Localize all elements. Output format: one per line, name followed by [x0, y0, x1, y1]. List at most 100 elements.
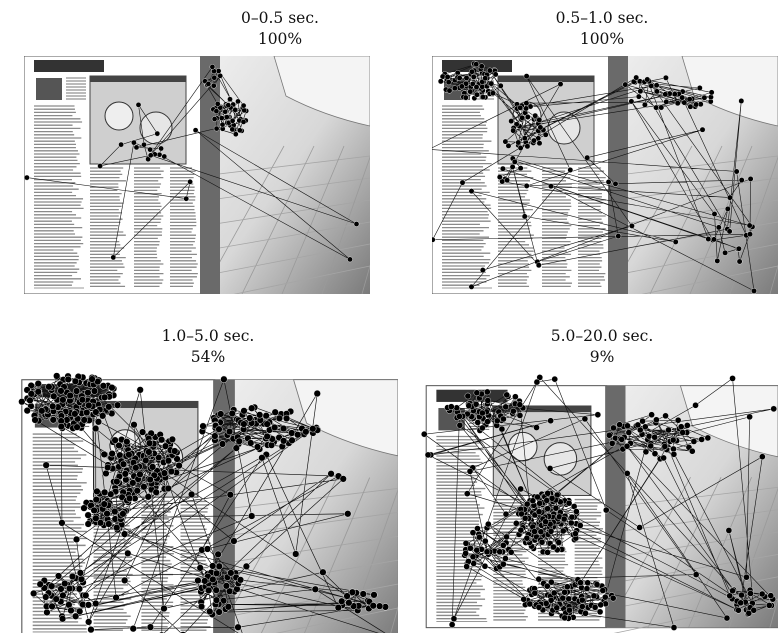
bed-shape	[273, 56, 370, 127]
comic-figure	[139, 111, 173, 145]
fixation-point	[608, 440, 616, 447]
fixation-point	[57, 387, 65, 395]
fixation-point	[567, 167, 574, 173]
fixation-point	[90, 506, 98, 514]
fixation-point	[158, 145, 164, 152]
fixation-point	[661, 443, 669, 450]
fixation-point	[693, 101, 700, 108]
fixation-point	[175, 462, 183, 470]
fixation-point	[49, 416, 57, 424]
fixation-point	[156, 151, 163, 158]
fixation-point	[566, 606, 573, 614]
fixation-point	[96, 519, 105, 527]
fixation-point	[76, 569, 85, 577]
fixation-point	[76, 607, 84, 615]
fixation-point	[112, 593, 120, 602]
fixation-point	[484, 418, 491, 425]
fixation-point	[139, 428, 147, 436]
fixation-point	[532, 112, 539, 119]
fixation-point	[544, 549, 551, 556]
fixation-point	[642, 423, 649, 431]
fixation-point	[523, 534, 531, 542]
fixation-point	[560, 515, 568, 523]
fixation-point	[523, 73, 530, 80]
fixation-point	[653, 82, 660, 89]
fixation-point	[542, 131, 549, 138]
fixation-point	[559, 594, 567, 602]
fixation-point	[572, 530, 579, 537]
fixation-point	[344, 510, 352, 518]
fixation-point	[158, 436, 166, 444]
fixation-point	[424, 451, 432, 459]
fixation-point	[241, 107, 247, 114]
fixation-point	[66, 391, 74, 400]
scanpath	[421, 374, 777, 631]
spread-canvas-2	[432, 56, 778, 294]
fixation-point	[474, 419, 482, 426]
fixation-point	[248, 512, 256, 520]
panel-4-time-range: 5.0–20.0 sec.	[550, 327, 654, 345]
fixation-point	[288, 436, 296, 444]
tile-line	[641, 265, 778, 294]
fixation-point	[338, 597, 346, 605]
fixation-point	[164, 484, 172, 493]
fixation-point	[548, 183, 554, 190]
fixation-point	[110, 254, 117, 261]
fixation-point	[565, 499, 573, 507]
fixation-point	[59, 615, 67, 623]
fixation-point	[502, 555, 509, 562]
fixation-point	[164, 457, 173, 465]
fixation-point	[679, 429, 686, 436]
fixation-point	[114, 401, 122, 409]
fixation-point	[462, 94, 469, 101]
fixation-point	[478, 63, 485, 70]
fixation-point	[677, 423, 685, 430]
fixation-point	[71, 377, 80, 385]
fixation-point	[488, 80, 495, 87]
fixation-point	[132, 464, 140, 472]
fixation-point	[536, 140, 543, 147]
fixation-point	[103, 510, 111, 518]
fixation-point	[421, 430, 428, 438]
fixation-point	[483, 548, 491, 556]
fixation-point	[548, 578, 555, 586]
fixation-point	[635, 93, 642, 100]
fixation-point	[482, 75, 489, 82]
fixation-point	[160, 604, 168, 613]
fixation-point	[26, 396, 34, 404]
fixation-point	[670, 624, 678, 631]
fixation-point	[85, 401, 93, 409]
fixation-point	[125, 451, 133, 459]
fixation-point	[465, 402, 473, 409]
fixation-point	[737, 599, 744, 607]
fixation-point	[469, 529, 477, 536]
fixation-point	[735, 245, 742, 252]
fixation-point	[232, 444, 240, 452]
panel-2-time-range: 0.5–1.0 sec.	[555, 9, 649, 27]
fixation-point	[766, 602, 773, 609]
fixation-point	[212, 586, 220, 594]
fixation-point	[456, 422, 464, 429]
fixation-point	[767, 592, 775, 599]
fixation-point	[544, 505, 551, 512]
fixation-point	[534, 493, 541, 501]
fixation-point	[359, 590, 367, 598]
fixation-point	[548, 495, 556, 502]
fixation-point	[448, 403, 455, 410]
fixation-point	[203, 545, 212, 553]
fixation-point	[212, 596, 221, 604]
magazine-spread-2	[432, 56, 778, 294]
fixation-point	[152, 488, 160, 496]
fixation-point	[218, 440, 227, 448]
tile-line	[201, 177, 370, 202]
fixation-point	[644, 76, 651, 83]
tile-line	[390, 605, 398, 633]
fixation-point	[653, 416, 660, 424]
fixation-point	[53, 372, 61, 380]
fixation-point	[561, 614, 568, 622]
fixation-point	[220, 375, 228, 383]
fixation-point	[92, 514, 100, 522]
fixation-point	[253, 443, 262, 451]
tile-line	[215, 535, 398, 565]
spread-canvas-4	[421, 374, 778, 633]
